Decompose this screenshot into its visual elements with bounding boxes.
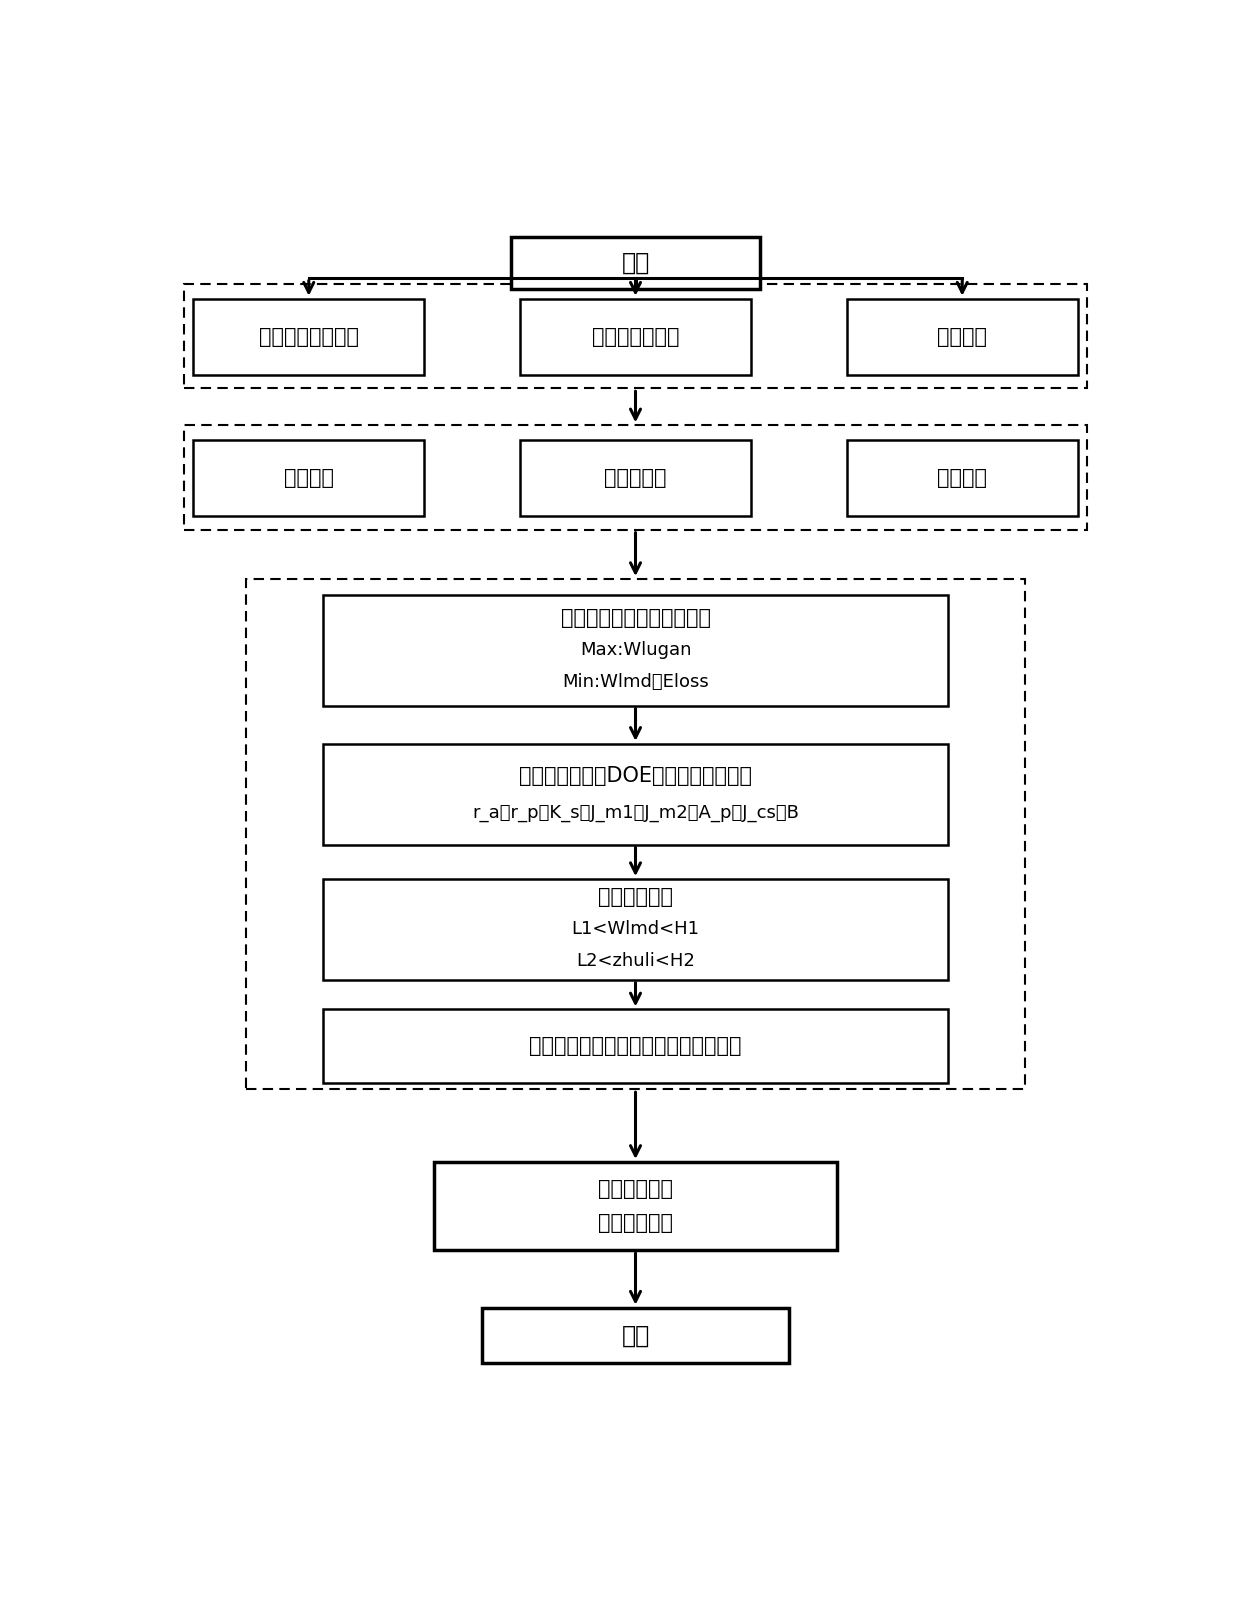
Text: 构建约束函数: 构建约束函数 xyxy=(598,888,673,907)
Bar xyxy=(184,284,1087,388)
Text: 基于频域能量构建优化目标: 基于频域能量构建优化目标 xyxy=(560,608,711,628)
Bar xyxy=(434,1163,837,1250)
Text: 转向系统设计: 转向系统设计 xyxy=(598,1179,673,1199)
Text: 结束: 结束 xyxy=(621,1324,650,1348)
Bar xyxy=(184,425,1087,530)
Text: 转向灵敏度: 转向灵敏度 xyxy=(604,468,667,489)
Text: 整车动力学模型: 整车动力学模型 xyxy=(591,327,680,347)
Text: 基于改进细胞膜优化算法的多目标优化: 基于改进细胞膜优化算法的多目标优化 xyxy=(529,1036,742,1056)
Bar xyxy=(521,299,751,375)
Text: 转向能耗: 转向能耗 xyxy=(937,468,987,489)
Bar xyxy=(193,441,424,516)
Bar xyxy=(847,441,1078,516)
Text: Min:Wlmd、Eloss: Min:Wlmd、Eloss xyxy=(562,674,709,692)
Bar xyxy=(324,878,947,981)
Bar xyxy=(847,299,1078,375)
Bar xyxy=(324,596,947,706)
Bar xyxy=(481,1308,789,1362)
Bar xyxy=(193,299,424,375)
Bar xyxy=(511,236,760,289)
Text: Max:Wlugan: Max:Wlugan xyxy=(580,642,691,660)
Bar xyxy=(324,744,947,845)
Bar xyxy=(324,1009,947,1083)
Text: 复合转向系统模型: 复合转向系统模型 xyxy=(259,327,358,347)
Text: r_a、r_p、K_s、J_m1、J_m2、A_p、J_cs、B: r_a、r_p、K_s、J_m1、J_m2、A_p、J_cs、B xyxy=(472,803,799,821)
Text: 开始: 开始 xyxy=(621,251,650,275)
Text: 根据转向系统的DOE设计选取关键参数: 根据转向系统的DOE设计选取关键参数 xyxy=(520,765,751,786)
Text: 转向路感: 转向路感 xyxy=(284,468,334,489)
Bar xyxy=(521,441,751,516)
Text: 参数优化结果: 参数优化结果 xyxy=(598,1214,673,1233)
Text: L2<zhuli<H2: L2<zhuli<H2 xyxy=(577,952,694,971)
Text: 能耗模型: 能耗模型 xyxy=(937,327,987,347)
Text: L1<Wlmd<H1: L1<Wlmd<H1 xyxy=(572,920,699,939)
Bar xyxy=(247,580,1024,1089)
